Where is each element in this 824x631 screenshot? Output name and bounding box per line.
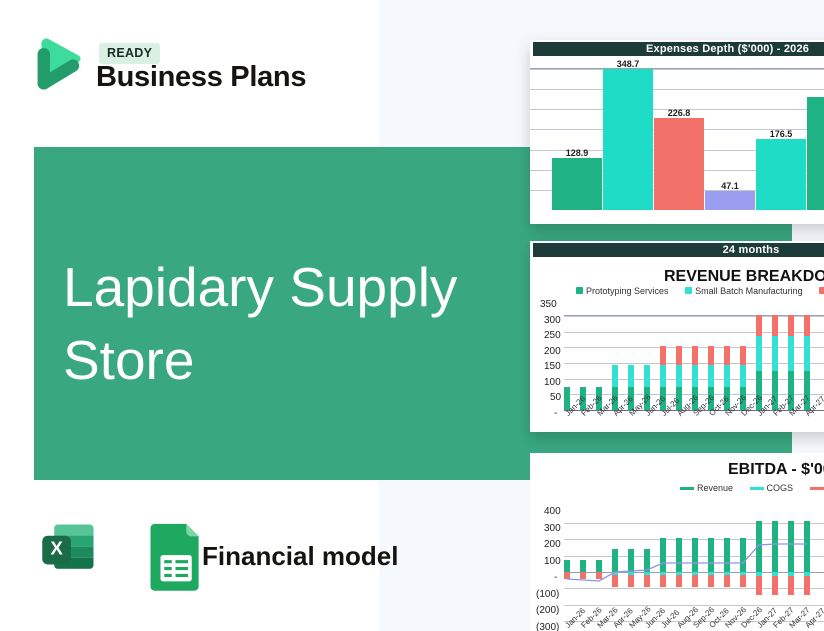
svg-text:X: X (50, 538, 63, 559)
